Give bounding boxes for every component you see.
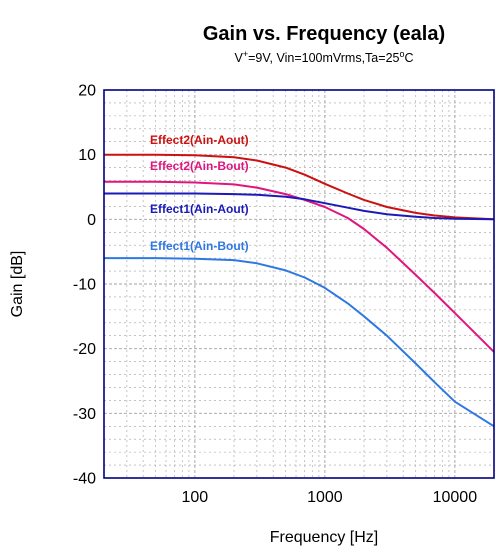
y-tick-label: -40 <box>73 471 96 488</box>
series-label-2: Effect2(Ain-Bout) <box>150 159 249 173</box>
series-line-1 <box>104 153 495 221</box>
y-tick-label: -30 <box>73 406 96 423</box>
series-labels: Effect2(Ain-Aout) Effect2(Ain-Bout) Effect… <box>150 133 249 253</box>
series-line-3 <box>104 192 495 221</box>
y-tick-label: 10 <box>78 147 96 164</box>
chart-title: Gain vs. Frequency (eala) <box>203 23 445 45</box>
y-axis-label: Gain [dB] <box>9 251 26 318</box>
x-axis-label: Frequency [Hz] <box>270 529 378 546</box>
y-tick-label: -10 <box>73 277 96 294</box>
x-tick-label: 100 <box>182 489 209 506</box>
series-label-4: Effect1(Ain-Bout) <box>150 239 249 253</box>
x-tick-label: 1000 <box>307 489 343 506</box>
plot-area-frame <box>103 89 495 479</box>
series-label-1: Effect2(Ain-Aout) <box>150 133 249 147</box>
chart-subtitle: V+=9V, Vin=100mVrms,Ta=25oC <box>234 49 413 65</box>
grid-lines <box>104 90 494 478</box>
series-line-2 <box>104 180 495 353</box>
y-tick-label: 0 <box>87 212 96 229</box>
x-tick-label: 10000 <box>433 489 478 506</box>
y-tick-label: -20 <box>73 341 96 358</box>
y-tick-label: 20 <box>78 83 96 100</box>
series-lines <box>104 153 495 428</box>
series-label-3: Effect1(Ain-Aout) <box>150 202 249 216</box>
series-line-4 <box>104 257 495 428</box>
